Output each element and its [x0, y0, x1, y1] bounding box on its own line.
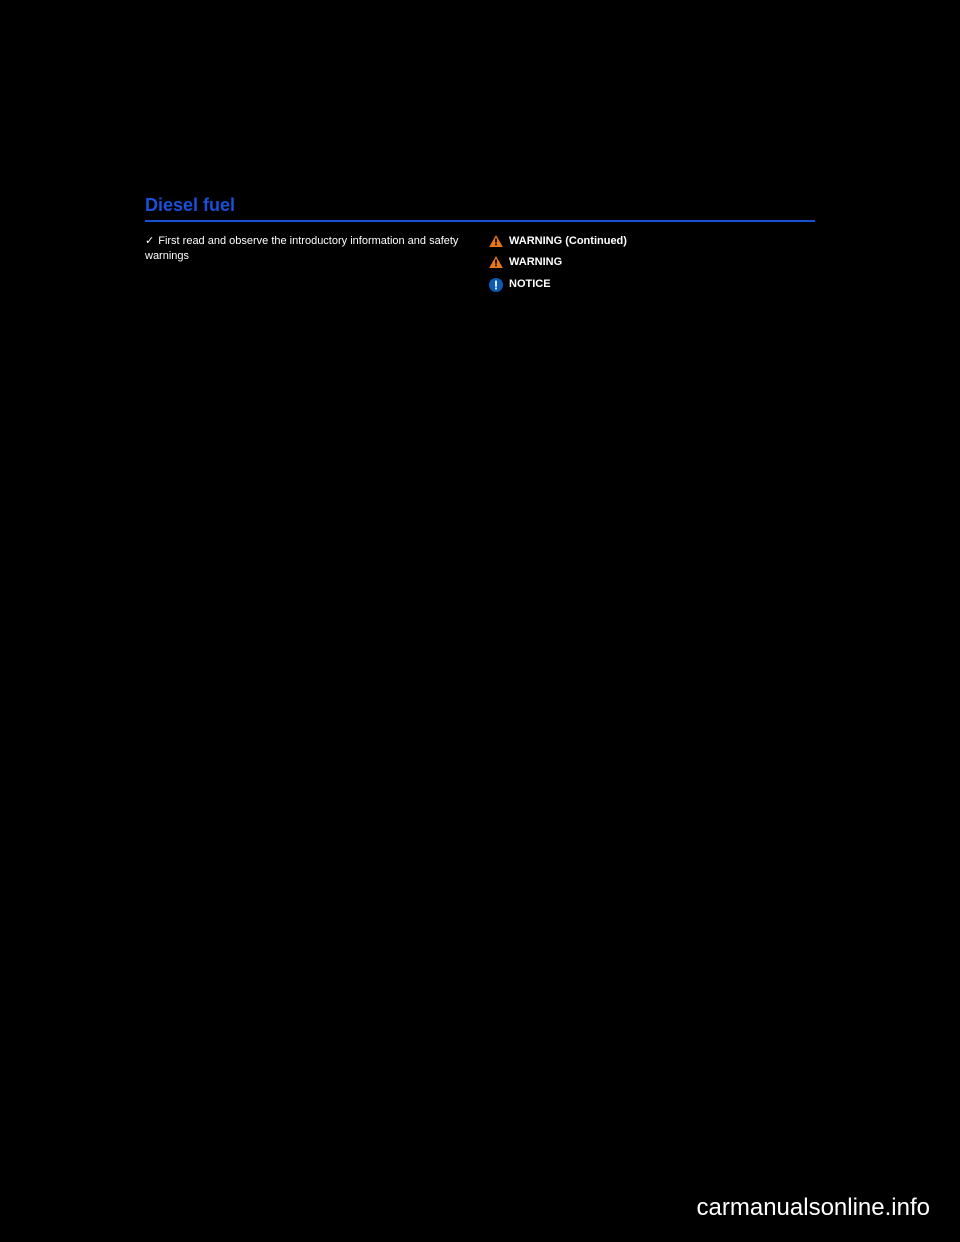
intro-body: First read and observe the introductory … — [145, 235, 458, 262]
manual-page: Diesel fuel ✓First read and observe the … — [145, 195, 815, 298]
right-column: WARNING (Continued) WARNING NOTICE — [489, 234, 809, 298]
notice-label: NOTICE — [509, 277, 551, 292]
warning-label: WARNING — [509, 255, 562, 270]
checkmark-icon: ✓ — [145, 235, 154, 247]
warning-row: WARNING — [489, 255, 809, 270]
warning-triangle-icon — [489, 256, 503, 268]
intro-text: ✓First read and observe the introductory… — [145, 234, 465, 265]
notice-row: NOTICE — [489, 277, 809, 292]
warning-triangle-icon — [489, 235, 503, 247]
section-title: Diesel fuel — [145, 195, 815, 216]
warning-continued-row: WARNING (Continued) — [489, 234, 809, 249]
watermark-text: carmanualsonline.info — [697, 1194, 930, 1222]
content-columns: ✓First read and observe the introductory… — [145, 234, 815, 298]
warning-label: WARNING (Continued) — [509, 234, 627, 249]
left-column: ✓First read and observe the introductory… — [145, 234, 465, 298]
title-underline — [145, 220, 815, 222]
notice-circle-icon — [489, 278, 503, 292]
